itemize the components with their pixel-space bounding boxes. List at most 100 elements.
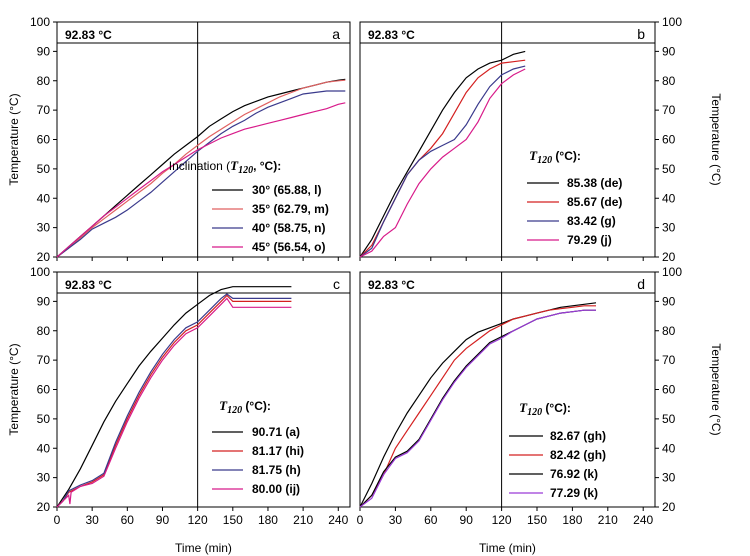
x-axis-label: Time (min) [479, 541, 536, 555]
y-tick-label: 100 [662, 265, 682, 279]
x-tick-label: 90 [460, 513, 474, 527]
legend-title: T120 (°C): [529, 148, 581, 166]
y-axis-label: Temperature (°C) [709, 343, 723, 435]
legend-label: 77.29 (k) [550, 486, 598, 500]
y-axis-label: Temperature (°C) [7, 343, 21, 435]
y-tick-label: 90 [662, 294, 676, 308]
panel-c: 92.83 °C c 0 30 60 90 120 150 180 210 240 20 30 40 50 6… [7, 265, 351, 555]
y-tick-label: 80 [662, 74, 676, 88]
reference-label: 92.83 °C [65, 278, 112, 292]
y-tick-label: 40 [662, 191, 676, 205]
panel-label: a [332, 26, 340, 42]
y-tick-label: 90 [37, 44, 51, 58]
series-line-d-4 [359, 309, 596, 508]
x-tick-label: 210 [598, 513, 618, 527]
x-tick-label: 150 [223, 513, 243, 527]
legend-title: Inclination (T120, °C): [169, 158, 281, 176]
y-tick-label: 40 [37, 441, 51, 455]
x-tick-label: 30 [85, 513, 99, 527]
y-tick-label: 20 [662, 250, 676, 264]
panel-label: b [637, 26, 645, 42]
y-tick-label: 30 [662, 221, 676, 235]
y-axis-label: Temperature (°C) [7, 93, 21, 185]
panel-b: 92.83 °C b 20 30 40 50 60 70 80 90 100 Temperature … [359, 15, 723, 264]
legend-label: 76.92 (k) [550, 467, 598, 481]
x-tick-label: 180 [258, 513, 278, 527]
y-tick-label: 70 [662, 103, 676, 117]
x-axis-label: Time (min) [175, 541, 232, 555]
y-tick-label: 60 [37, 383, 51, 397]
x-tick-label: 60 [424, 513, 438, 527]
legend-title: T120 (°C): [219, 398, 271, 416]
legend-label: 40° (58.75, n) [252, 221, 326, 235]
x-tick-label: 120 [188, 513, 208, 527]
y-tick-label: 50 [662, 412, 676, 426]
series-line-c-3 [56, 293, 292, 508]
x-tick-label: 30 [389, 513, 403, 527]
y-tick-label: 50 [662, 162, 676, 176]
panel-d: 92.83 °C d 0 30 60 90 120 150 180 210 240 20 30 40 50 6… [357, 265, 723, 555]
legend-label: 82.42 (gh) [550, 448, 606, 462]
reference-label: 92.83 °C [368, 278, 415, 292]
y-tick-label: 30 [662, 471, 676, 485]
series-line-d-1 [359, 302, 597, 508]
y-tick-label: 100 [662, 15, 682, 29]
legend-label: 85.67 (de) [567, 195, 622, 209]
y-tick-label: 80 [37, 324, 51, 338]
panel-a: 92.83 °C a 20 30 40 50 60 70 80 90 100 Temperature … [7, 15, 351, 264]
y-tick-label: 90 [662, 44, 676, 58]
y-tick-label: 80 [662, 324, 676, 338]
y-tick-label: 90 [37, 294, 51, 308]
x-tick-label: 90 [156, 513, 170, 527]
x-tick-label: 240 [633, 513, 653, 527]
y-tick-label: 70 [37, 353, 51, 367]
y-tick-label: 60 [662, 133, 676, 147]
x-tick-label: 240 [328, 513, 348, 527]
y-tick-label: 40 [37, 191, 51, 205]
legend-label: 81.75 (h) [252, 463, 301, 477]
y-tick-label: 30 [37, 471, 51, 485]
legend-label: 35° (62.79, m) [252, 202, 329, 216]
series-line-b-3 [359, 65, 526, 258]
legend-label: 79.29 (j) [567, 233, 612, 247]
legend-label: 82.67 (gh) [550, 429, 606, 443]
y-tick-label: 60 [662, 383, 676, 397]
series-line-c-1 [56, 286, 292, 508]
series-line-d-2 [359, 305, 596, 508]
x-tick-label: 180 [562, 513, 582, 527]
panel-label: d [637, 276, 645, 292]
series-line-b-1 [359, 50, 526, 258]
series-line-b-2 [359, 59, 526, 258]
y-tick-label: 70 [37, 103, 51, 117]
y-tick-label: 20 [37, 500, 51, 514]
plot-frame [56, 271, 351, 508]
y-tick-label: 20 [662, 500, 676, 514]
y-tick-label: 50 [37, 412, 51, 426]
legend-label: 83.42 (g) [567, 214, 616, 228]
legend-label: 45° (56.54, o) [252, 240, 326, 254]
legend-label: 30° (65.88, l) [252, 183, 322, 197]
legend-label: 90.71 (a) [252, 425, 300, 439]
series-line-a-2 [56, 79, 346, 258]
plot-frame [359, 271, 656, 508]
legend-title: T120 (°C): [519, 400, 571, 418]
x-tick-label: 60 [121, 513, 135, 527]
y-tick-label: 80 [37, 74, 51, 88]
x-tick-label: 0 [54, 513, 61, 527]
y-axis-label: Temperature (°C) [709, 93, 723, 185]
panel-label: c [333, 276, 340, 292]
y-tick-label: 50 [37, 162, 51, 176]
series-line-c-2 [56, 294, 292, 508]
y-tick-label: 60 [37, 133, 51, 147]
legend-label: 80.00 (ij) [252, 482, 300, 496]
legend-label: 81.17 (hi) [252, 444, 304, 458]
y-tick-label: 20 [37, 250, 51, 264]
series-line-a-4 [56, 102, 346, 258]
legend-label: 85.38 (de) [567, 176, 622, 190]
y-tick-label: 30 [37, 221, 51, 235]
x-tick-label: 120 [492, 513, 512, 527]
series-line-b-4 [359, 68, 526, 258]
y-tick-label: 100 [30, 15, 50, 29]
series-line-c-4 [56, 297, 292, 508]
